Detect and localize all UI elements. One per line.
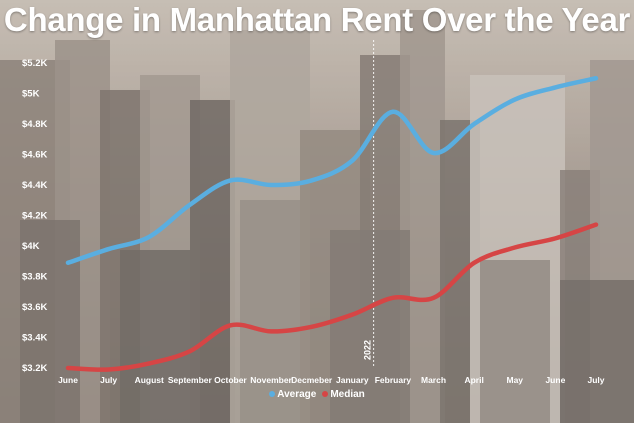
y-tick-label: $4.8K: [22, 119, 47, 130]
x-tick-label: May: [506, 375, 523, 385]
y-tick-label: $4K: [22, 241, 40, 252]
series-line-median: [65, 222, 599, 372]
x-tick-label: January: [336, 375, 369, 385]
x-tick-label: June: [58, 375, 78, 385]
legend-label: Average: [277, 389, 317, 400]
y-tick-label: $4.2K: [22, 211, 47, 222]
year-annotation: 2022: [363, 340, 373, 360]
x-tick-label: October: [214, 375, 247, 385]
legend-swatch: [322, 391, 329, 398]
x-tick-label: August: [135, 375, 164, 385]
y-tick-label: $4.4K: [22, 180, 47, 191]
y-tick-label: $3.4K: [22, 333, 47, 344]
y-tick-label: $3.6K: [22, 302, 47, 313]
series-line-average: [65, 76, 599, 266]
y-tick-label: $3.2K: [22, 363, 47, 374]
y-tick-label: $3.8K: [22, 272, 47, 283]
x-tick-label: March: [421, 375, 446, 385]
x-tick-label: July: [587, 375, 604, 385]
x-tick-label: February: [375, 375, 412, 385]
legend-item-median: Median: [322, 389, 365, 400]
x-tick-label: July: [100, 375, 117, 385]
x-tick-label: September: [168, 375, 213, 385]
y-tick-label: $4.6K: [22, 150, 47, 161]
y-tick-label: $5.2K: [22, 58, 47, 69]
chart-legend: Average Median: [0, 389, 634, 400]
x-tick-label: Decmeber: [291, 375, 333, 385]
legend-swatch: [269, 391, 276, 398]
legend-label: Median: [330, 389, 365, 400]
x-tick-label: April: [464, 375, 483, 385]
chart-title: Change in Manhattan Rent Over the Year: [3, 1, 631, 38]
x-tick-label: November: [250, 375, 292, 385]
y-tick-label: $5K: [22, 89, 40, 100]
legend-item-average: Average: [269, 389, 316, 400]
x-tick-label: June: [545, 375, 565, 385]
